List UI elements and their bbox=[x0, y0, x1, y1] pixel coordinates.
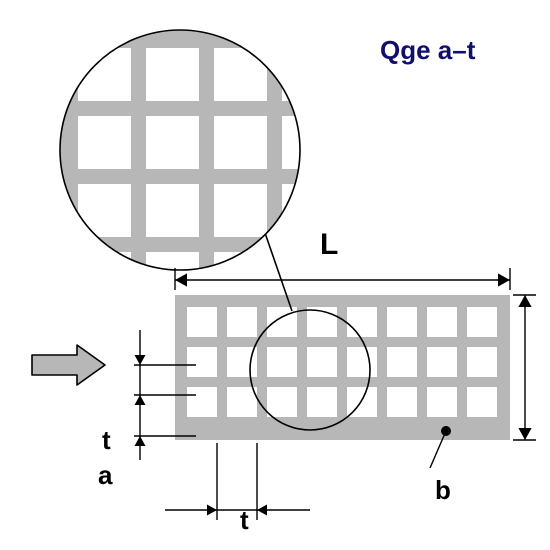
diagram-title: Qge a–t bbox=[380, 35, 475, 66]
dim-label-t-horiz: t bbox=[240, 505, 249, 536]
dim-label-L: L bbox=[320, 228, 338, 262]
dim-label-a: a bbox=[98, 460, 112, 491]
dim-label-b: b bbox=[435, 475, 451, 506]
dim-label-t-vert: t bbox=[102, 425, 111, 456]
